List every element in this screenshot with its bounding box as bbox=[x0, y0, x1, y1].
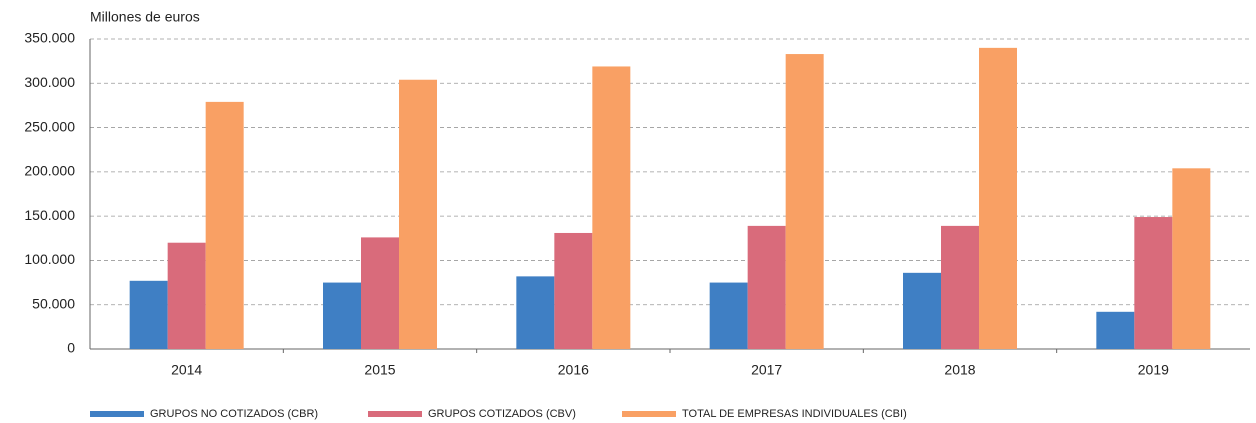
bar bbox=[903, 272, 941, 349]
bar bbox=[785, 54, 824, 350]
y-axis-label: Millones de euros bbox=[90, 9, 200, 25]
bar bbox=[205, 101, 244, 349]
bar bbox=[979, 47, 1017, 349]
x-tick-label: 2016 bbox=[558, 362, 589, 378]
y-tick-label: 150.000 bbox=[24, 207, 75, 223]
y-tick-label: 200.000 bbox=[24, 163, 75, 179]
bar bbox=[399, 79, 437, 349]
bar bbox=[129, 280, 168, 349]
legend-swatch bbox=[90, 411, 144, 417]
bar bbox=[709, 282, 748, 349]
bar bbox=[747, 225, 786, 349]
bar bbox=[1096, 311, 1135, 349]
legend-label: GRUPOS NO COTIZADOS (CBR) bbox=[150, 408, 318, 420]
y-tick-label: 350.000 bbox=[24, 30, 75, 46]
legend-swatch bbox=[622, 411, 676, 417]
x-tick-label: 2019 bbox=[1138, 362, 1169, 378]
y-tick-label: 250.000 bbox=[24, 118, 75, 134]
x-tick-label: 2017 bbox=[751, 362, 782, 378]
bar bbox=[592, 66, 631, 349]
y-tick-label: 300.000 bbox=[24, 74, 75, 90]
y-tick-label: 100.000 bbox=[24, 251, 75, 267]
bar bbox=[1134, 217, 1173, 349]
x-tick-label: 2015 bbox=[364, 362, 395, 378]
legend-label: TOTAL DE EMPRESAS INDIVIDUALES (CBI) bbox=[682, 408, 907, 420]
bar bbox=[941, 225, 979, 349]
bar bbox=[554, 232, 593, 349]
bar bbox=[323, 282, 361, 349]
bar bbox=[1172, 168, 1211, 349]
y-tick-label: 50.000 bbox=[32, 295, 75, 311]
legend-swatch bbox=[368, 411, 422, 417]
x-tick-label: 2014 bbox=[171, 362, 202, 378]
y-tick-label: 0 bbox=[67, 340, 75, 356]
bar bbox=[361, 237, 399, 349]
bar bbox=[167, 242, 206, 349]
legend-label: GRUPOS COTIZADOS (CBV) bbox=[428, 408, 576, 420]
bar bbox=[516, 276, 555, 349]
x-tick-label: 2018 bbox=[944, 362, 975, 378]
